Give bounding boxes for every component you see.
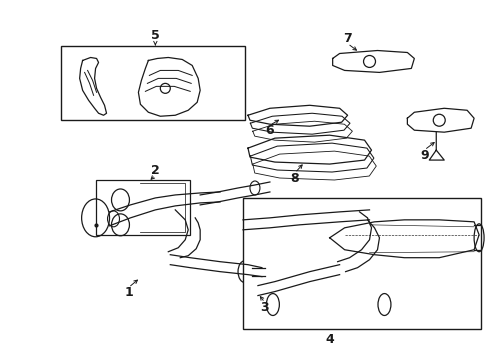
Text: 2: 2 [151, 163, 160, 176]
Text: 5: 5 [151, 29, 160, 42]
Bar [95, 180, 190, 235]
Text: 8: 8 [290, 171, 299, 185]
Text: 3: 3 [260, 301, 269, 314]
Text: 4: 4 [325, 333, 333, 346]
Text: 1: 1 [124, 286, 133, 299]
Bar [61, 45, 244, 120]
Text: 9: 9 [419, 149, 428, 162]
Text: 6: 6 [265, 124, 274, 137]
Text: 7: 7 [343, 32, 351, 45]
Bar [243, 198, 480, 329]
